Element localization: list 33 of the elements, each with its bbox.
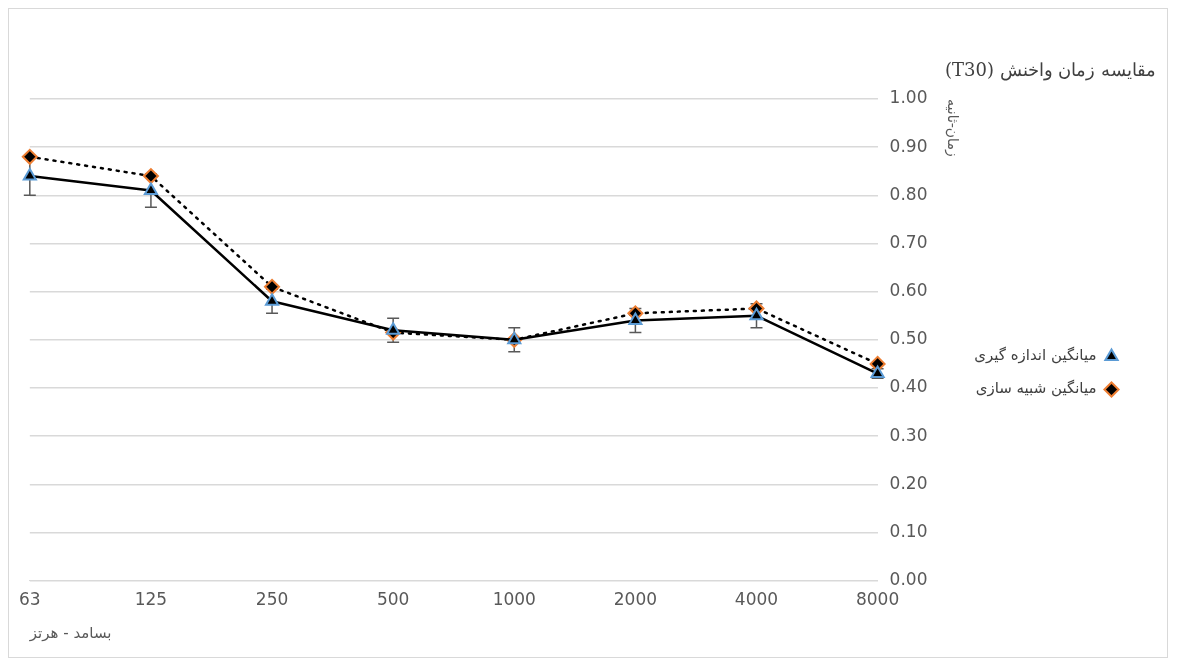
point (386, 322, 401, 335)
legend-label: میانگین شبیه سازی (975, 379, 1097, 398)
y-tick-label: 0.80 (889, 183, 928, 204)
point (142, 168, 159, 185)
y-tick-label: 0.40 (889, 376, 928, 397)
y-tick-label: 0.60 (889, 280, 928, 301)
point (143, 182, 158, 195)
y-tick-label: 0.00 (889, 569, 928, 590)
x-tick-label: 8000 (855, 589, 900, 610)
y-tick-label: 0.30 (889, 424, 928, 445)
x-tick-label: 63 (19, 589, 41, 610)
y-tick-label: 0.50 (889, 328, 928, 349)
point (22, 168, 37, 181)
point (628, 312, 643, 326)
y-tick-label: 0.20 (889, 472, 928, 493)
x-tick-label: 125 (134, 589, 168, 610)
y-tick-label: 0.90 (889, 135, 928, 156)
x-tick-label: 250 (255, 589, 289, 610)
x-tick-label: 2000 (613, 589, 658, 610)
point (264, 293, 280, 306)
point (749, 307, 764, 321)
y-tick-label: 0.70 (889, 231, 928, 252)
x-axis-title: بسامد - هرتز (28, 623, 112, 642)
y-axis-title: زمان-ثانیه (944, 99, 962, 157)
y-tick-label: 1.00 (889, 87, 928, 108)
x-tick-label: 1000 (492, 589, 536, 610)
y-tick-label: 0.10 (889, 520, 928, 541)
point (21, 148, 38, 165)
x-tick-label: 500 (376, 589, 410, 610)
legend-label: میانگین اندازه گیری (974, 346, 1097, 365)
x-tick-label: 4000 (734, 589, 779, 610)
legend-title: مقایسه زمان واخنش (T30) (944, 59, 1158, 80)
point (264, 278, 281, 295)
